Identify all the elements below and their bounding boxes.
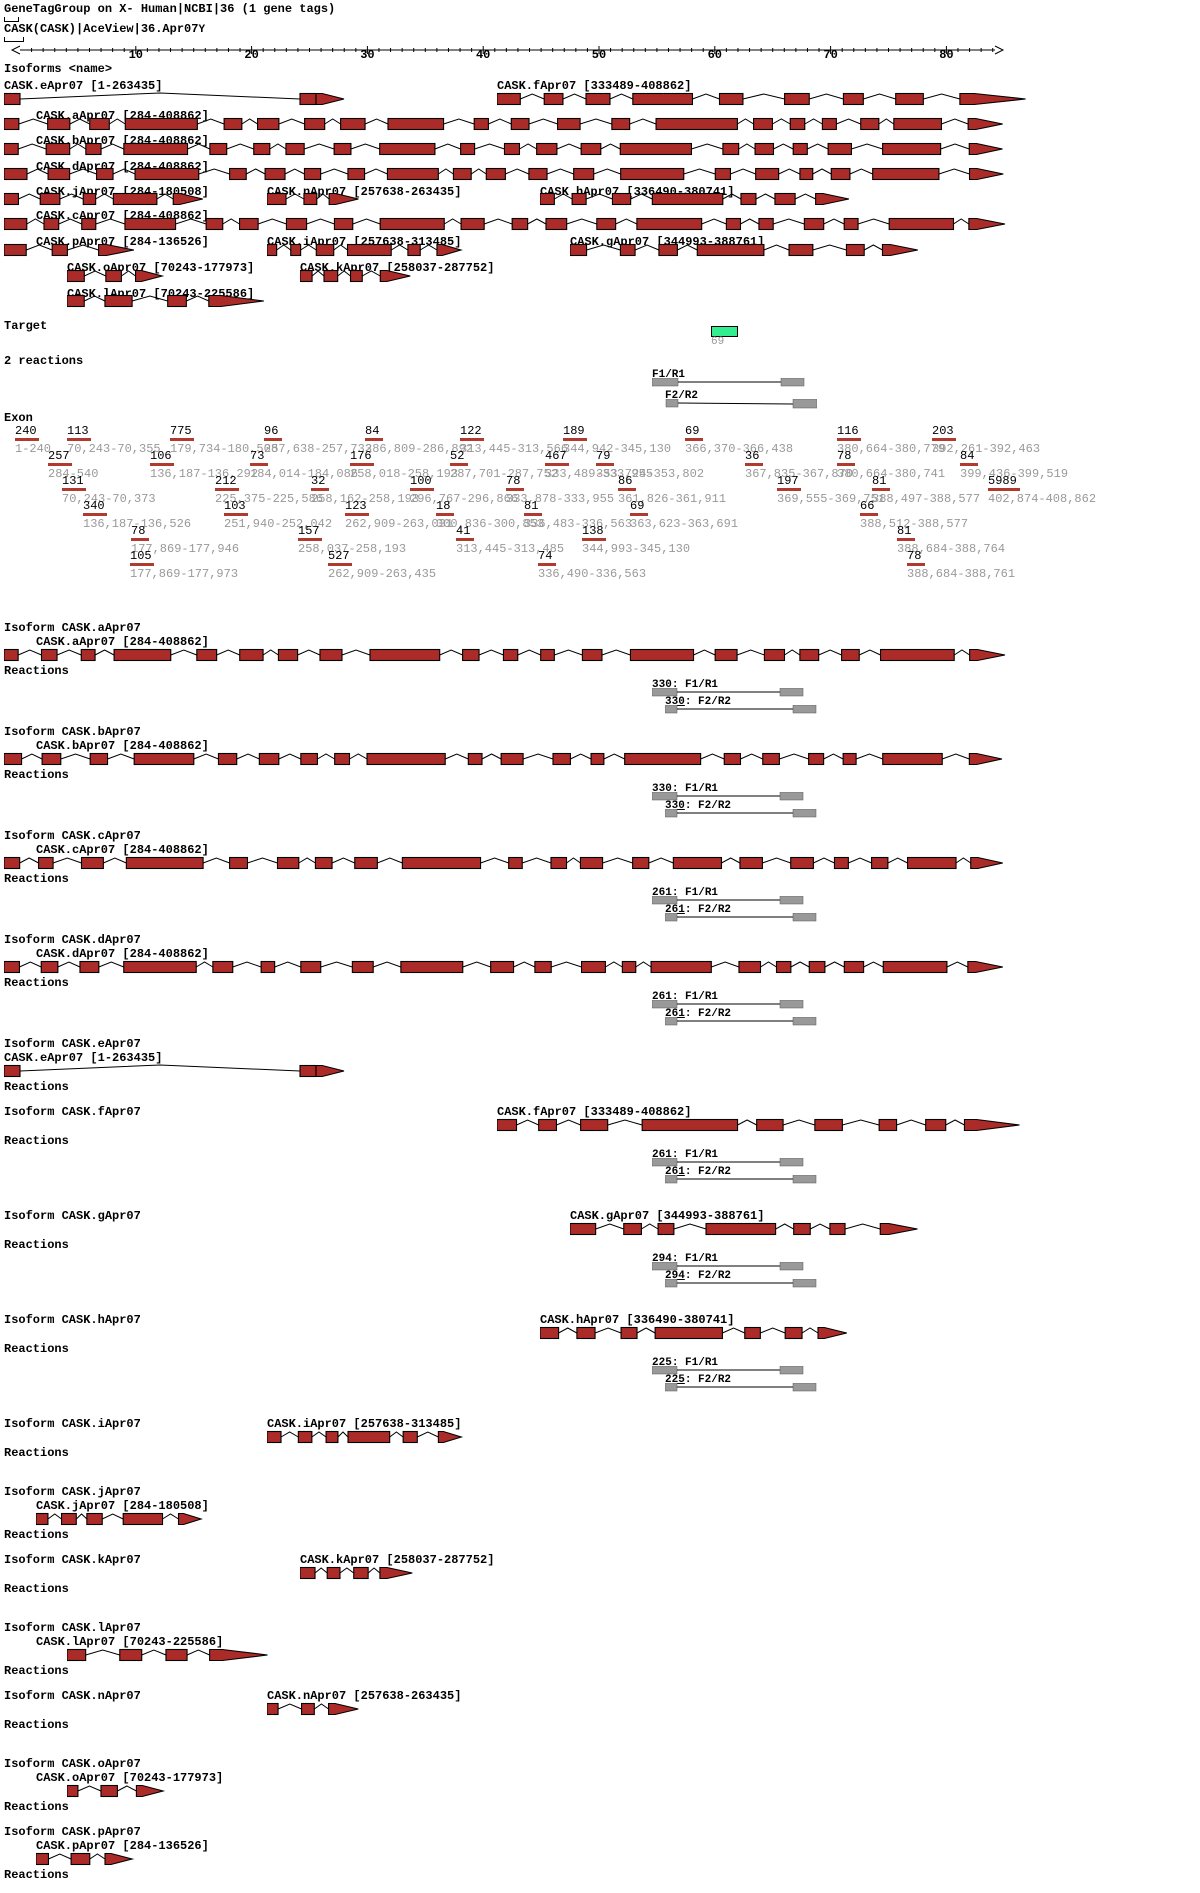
svg-text:40: 40: [476, 48, 490, 58]
svg-text:20: 20: [244, 48, 258, 58]
svg-text:80: 80: [939, 48, 953, 58]
svg-text:50: 50: [592, 48, 606, 58]
svg-text:60: 60: [708, 48, 722, 58]
svg-text:70: 70: [823, 48, 837, 58]
svg-text:10: 10: [129, 48, 143, 58]
svg-text:30: 30: [360, 48, 374, 58]
